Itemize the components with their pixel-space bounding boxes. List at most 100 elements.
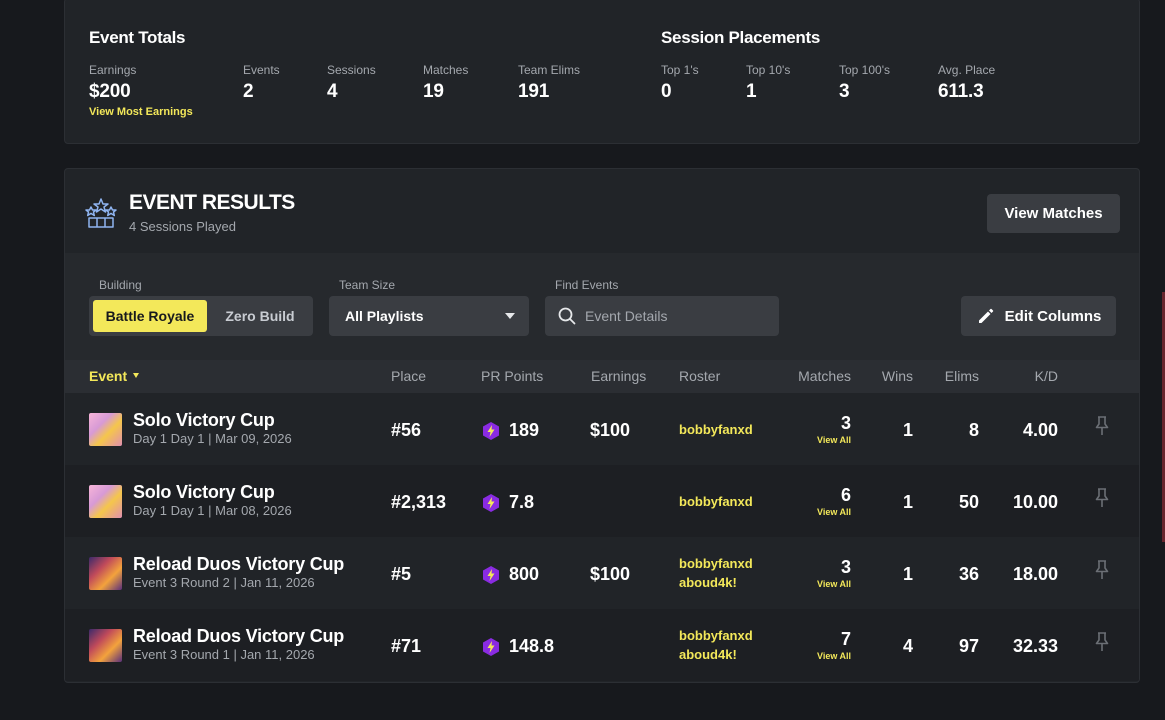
event-session: Day 1 Day 1 | Mar 09, 2026 [133,431,292,446]
stat-value: 4 [327,81,338,102]
event-session: Event 3 Round 1 | Jan 11, 2026 [133,647,315,662]
pr-points-icon [483,494,499,512]
stat-label: Top 1's [661,63,699,77]
elims-value: 36 [958,564,979,584]
event-name[interactable]: Solo Victory Cup [133,482,275,502]
pr-points-value: 7.8 [509,492,535,512]
building-toggle: Battle Royale Zero Build [89,296,313,336]
column-header-matches[interactable]: Matches [798,368,851,384]
pin-icon[interactable] [1095,632,1109,652]
column-header-earnings[interactable]: Earnings [591,368,647,384]
roster-player[interactable]: aboud4k! [679,575,737,590]
totals-panel: Event Totals Earnings $200 View Most Ear… [64,0,1140,144]
place-value: #56 [391,420,422,440]
pr-points-icon [483,422,499,440]
roster-player[interactable]: aboud4k! [679,647,737,662]
stat-earnings: Earnings $200 View Most Earnings [89,63,193,118]
stat-label: Events [243,63,280,77]
view-all-matches-link[interactable]: View All [816,579,851,589]
stat-events: Events 2 [243,63,280,103]
earnings-value: $100 [590,564,631,584]
stat-value: 191 [518,81,550,102]
column-header-wins[interactable]: Wins [881,368,913,384]
matches-value: 7 [840,629,851,649]
event-name[interactable]: Solo Victory Cup [133,410,275,430]
zero-build-option[interactable]: Zero Build [225,308,295,324]
table-row[interactable]: Reload Duos Victory Cup Event 3 Round 1 … [65,609,1139,681]
find-events-label: Find Events [555,278,619,292]
event-results-title: EVENT RESULTS [129,191,295,214]
pencil-icon [978,308,993,323]
stat-value: 0 [661,81,672,102]
chevron-down-icon [505,313,515,319]
stat-label: Top 10's [746,63,791,77]
column-header-roster: Roster [679,368,721,384]
roster-player[interactable]: bobbyfanxd [679,422,753,437]
event-thumbnail [89,485,122,518]
edit-columns-label: Edit Columns [1004,307,1102,325]
view-all-matches-link[interactable]: View All [816,507,851,517]
event-thumbnail [89,557,122,590]
matches-value: 3 [840,413,851,433]
find-events-search [545,296,779,336]
stat-top-10: Top 10's 1 [746,63,790,103]
stat-value: 19 [423,81,444,102]
session-placements-title: Session Placements [661,28,821,47]
battle-royale-option[interactable]: Battle Royale [93,300,207,332]
wins-value: 1 [902,420,913,440]
column-header-event[interactable]: Event [89,368,140,384]
stat-value: 611.3 [938,81,984,102]
pin-icon[interactable] [1095,488,1109,508]
event-name[interactable]: Reload Duos Victory Cup [133,626,345,646]
kd-value: 4.00 [1022,420,1058,440]
building-label: Building [99,278,142,292]
view-matches-button[interactable]: View Matches [987,194,1120,233]
kd-value: 32.33 [1012,636,1058,656]
table-header: Event Place PR Points Earnings Roster Ma… [65,360,1139,393]
sessions-played-count: 4 Sessions Played [129,219,236,234]
search-input[interactable] [585,296,771,336]
table-row[interactable]: Solo Victory Cup Day 1 Day 1 | Mar 08, 2… [65,465,1139,537]
elims-value: 97 [958,636,979,656]
event-name[interactable]: Reload Duos Victory Cup [133,554,345,574]
view-all-matches-link[interactable]: View All [816,651,851,661]
view-all-matches-link[interactable]: View All [816,435,851,445]
table-row[interactable]: Solo Victory Cup Day 1 Day 1 | Mar 09, 2… [65,393,1139,465]
roster-player[interactable]: bobbyfanxd [679,494,753,509]
team-size-select[interactable]: All Playlists [329,296,529,336]
stat-avg-place: Avg. Place 611.3 [938,63,995,103]
pin-icon[interactable] [1095,560,1109,580]
column-header-elims[interactable]: Elims [944,368,979,384]
stat-label: Avg. Place [938,63,996,77]
pr-points-icon [483,638,499,656]
place-value: #71 [391,636,422,656]
event-session: Day 1 Day 1 | Mar 08, 2026 [133,503,292,518]
column-header-kd[interactable]: K/D [1034,368,1058,384]
filter-bar: Building Battle Royale Zero Build Team S… [65,253,1139,360]
wins-value: 1 [902,492,913,512]
table-row[interactable]: Reload Duos Victory Cup Event 3 Round 2 … [65,537,1139,609]
stat-top-100: Top 100's 3 [839,63,890,103]
pin-icon[interactable] [1095,416,1109,436]
place-value: #2,313 [391,492,447,512]
place-value: #5 [391,564,412,584]
pr-points-icon [483,566,499,584]
edit-columns-button[interactable]: Edit Columns [961,296,1116,336]
stat-top-1: Top 1's 0 [661,63,699,103]
search-icon [558,307,576,325]
earnings-value: $100 [590,420,631,440]
stat-value: $200 [89,81,131,102]
wins-value: 1 [902,564,913,584]
view-most-earnings-link[interactable]: View Most Earnings [89,106,193,118]
event-totals-title: Event Totals [89,28,186,47]
roster-player[interactable]: bobbyfanxd [679,556,753,571]
kd-value: 10.00 [1012,492,1058,512]
roster-player[interactable]: bobbyfanxd [679,628,753,643]
stat-value: 3 [839,81,850,102]
column-header-place[interactable]: Place [391,368,427,384]
stat-label: Earnings [89,63,137,77]
pr-points-value: 189 [509,420,540,440]
column-label: Event [89,368,128,384]
column-header-pr-points[interactable]: PR Points [481,368,544,384]
event-session: Event 3 Round 2 | Jan 11, 2026 [133,575,315,590]
